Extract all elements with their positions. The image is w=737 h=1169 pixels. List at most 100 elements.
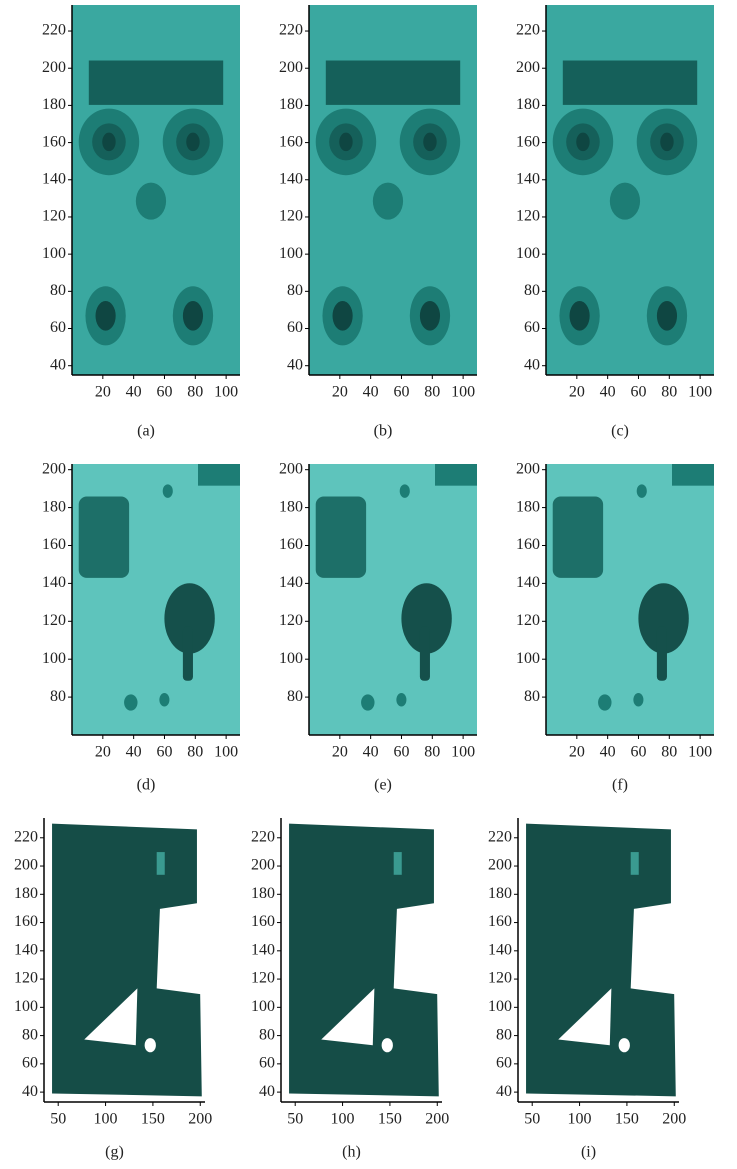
x-tick-label: 60 — [393, 384, 409, 401]
x-tick-label: 20 — [95, 744, 111, 761]
x-tick-label: 40 — [600, 384, 616, 401]
caption: (g) — [105, 1144, 124, 1161]
image-shape — [420, 627, 430, 681]
y-tick-label: 160 — [279, 133, 303, 150]
x-tick-label: 40 — [363, 744, 379, 761]
x-tick-label: 80 — [187, 744, 203, 761]
x-tick-label: 50 — [50, 1111, 66, 1128]
y-tick-label: 60 — [496, 1055, 512, 1072]
image-content — [72, 464, 240, 735]
image-shape — [198, 464, 240, 486]
y-tick-label: 220 — [516, 22, 540, 39]
y-tick-label: 120 — [14, 970, 38, 987]
x-tick-label: 80 — [424, 744, 440, 761]
image-shape — [420, 301, 440, 331]
image-shape — [394, 852, 402, 875]
x-tick-label: 60 — [630, 744, 646, 761]
y-tick-label: 120 — [516, 208, 540, 225]
y-tick-label: 180 — [279, 498, 303, 515]
image-shape — [186, 133, 199, 152]
y-tick-label: 120 — [42, 208, 66, 225]
y-tick-label: 140 — [42, 574, 66, 591]
y-tick-label: 100 — [516, 245, 540, 262]
y-tick-label: 100 — [279, 650, 303, 667]
x-tick-label: 100 — [688, 744, 712, 761]
y-tick-label: 80 — [496, 1026, 512, 1043]
caption: (f) — [612, 777, 628, 794]
image-content — [72, 5, 240, 375]
y-tick-label: 200 — [251, 857, 275, 874]
image-shape — [526, 824, 676, 1097]
x-tick-label: 80 — [187, 384, 203, 401]
image-shape — [124, 694, 137, 710]
x-tick-label: 200 — [425, 1111, 449, 1128]
x-tick-label: 20 — [569, 384, 585, 401]
y-tick-label: 180 — [14, 885, 38, 902]
image-shape — [183, 627, 193, 681]
y-tick-label: 100 — [279, 245, 303, 262]
y-tick-label: 200 — [14, 857, 38, 874]
image-shape — [631, 852, 639, 875]
y-tick-label: 160 — [516, 536, 540, 553]
y-tick-label: 160 — [14, 913, 38, 930]
x-tick-label: 20 — [332, 384, 348, 401]
y-tick-label: 220 — [251, 828, 275, 845]
y-tick-label: 40 — [287, 356, 303, 373]
y-tick-label: 200 — [42, 59, 66, 76]
x-tick-label: 50 — [287, 1111, 303, 1128]
image-content — [526, 824, 676, 1097]
caption: (i) — [581, 1144, 596, 1161]
x-tick-label: 80 — [661, 384, 677, 401]
image-shape — [576, 133, 589, 152]
x-tick-label: 60 — [393, 744, 409, 761]
image-shape — [289, 824, 439, 1097]
x-tick-label: 100 — [94, 1111, 118, 1128]
image-shape — [610, 183, 640, 220]
image-shape — [89, 61, 223, 105]
y-tick-label: 160 — [42, 133, 66, 150]
y-tick-label: 180 — [42, 96, 66, 113]
x-tick-label: 100 — [688, 384, 712, 401]
image-content — [289, 824, 439, 1097]
y-tick-label: 80 — [287, 282, 303, 299]
caption: (c) — [611, 423, 629, 440]
x-tick-label: 40 — [600, 744, 616, 761]
image-shape — [361, 694, 374, 710]
y-tick-label: 180 — [42, 498, 66, 515]
x-tick-label: 100 — [451, 744, 475, 761]
x-tick-label: 40 — [126, 744, 142, 761]
y-tick-label: 40 — [50, 356, 66, 373]
image-shape — [333, 301, 353, 331]
image-content — [309, 464, 477, 735]
image-shape — [553, 497, 603, 578]
y-tick-label: 200 — [488, 857, 512, 874]
image-shape — [96, 301, 116, 331]
image-shape — [672, 464, 714, 486]
y-tick-label: 220 — [14, 828, 38, 845]
y-tick-label: 200 — [516, 460, 540, 477]
caption: (a) — [137, 423, 155, 440]
image-shape — [598, 694, 611, 710]
x-tick-label: 80 — [661, 744, 677, 761]
y-tick-label: 120 — [279, 208, 303, 225]
y-tick-label: 180 — [516, 498, 540, 515]
y-tick-label: 220 — [488, 828, 512, 845]
image-content — [546, 464, 714, 735]
y-tick-label: 80 — [259, 1026, 275, 1043]
image-content — [52, 824, 202, 1097]
y-tick-label: 120 — [251, 970, 275, 987]
y-tick-label: 100 — [488, 998, 512, 1015]
caption: (h) — [342, 1144, 361, 1161]
y-tick-label: 60 — [259, 1055, 275, 1072]
image-shape — [657, 627, 667, 681]
image-shape — [400, 484, 410, 498]
x-tick-label: 60 — [630, 384, 646, 401]
y-tick-label: 200 — [279, 460, 303, 477]
x-tick-label: 60 — [156, 384, 172, 401]
y-tick-label: 180 — [516, 96, 540, 113]
image-shape — [619, 1038, 630, 1052]
image-shape — [633, 693, 643, 707]
y-tick-label: 220 — [42, 22, 66, 39]
y-tick-label: 160 — [251, 913, 275, 930]
y-tick-label: 60 — [524, 319, 540, 336]
